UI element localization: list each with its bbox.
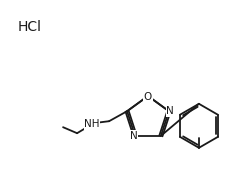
Text: NH: NH [84, 119, 100, 129]
Text: O: O [144, 92, 152, 102]
Text: N: N [166, 106, 174, 116]
Text: HCl: HCl [18, 20, 42, 34]
Text: N: N [130, 131, 138, 141]
